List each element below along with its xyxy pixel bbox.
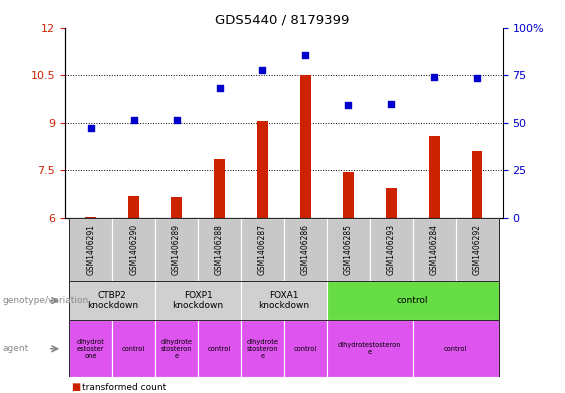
Bar: [412, 320, 498, 377]
Text: GDS5440 / 8179399: GDS5440 / 8179399: [215, 14, 350, 27]
Text: genotype/variation: genotype/variation: [3, 296, 89, 305]
Text: GSM1406286: GSM1406286: [301, 224, 310, 275]
Bar: [155, 281, 241, 320]
Bar: [112, 218, 155, 281]
Bar: [69, 320, 112, 377]
Point: [386, 101, 396, 107]
Text: GSM1406287: GSM1406287: [258, 224, 267, 275]
Bar: [300, 75, 311, 218]
Text: control: control: [208, 346, 231, 352]
Bar: [284, 320, 327, 377]
Text: GSM1406293: GSM1406293: [386, 224, 396, 275]
Text: CTBP2
knockdown: CTBP2 knockdown: [86, 291, 138, 310]
Text: dihydrote
stosteron
e: dihydrote stosteron e: [246, 339, 279, 359]
Text: dihydrotestosteron
e: dihydrotestosteron e: [338, 342, 402, 355]
Bar: [155, 218, 198, 281]
Text: GSM1406291: GSM1406291: [86, 224, 95, 275]
Text: GSM1406288: GSM1406288: [215, 224, 224, 275]
Point: [172, 116, 181, 123]
Bar: [85, 217, 96, 218]
Text: ■: ■: [71, 382, 80, 392]
Bar: [241, 320, 284, 377]
Point: [129, 116, 138, 123]
Bar: [241, 218, 284, 281]
Text: agent: agent: [3, 344, 29, 353]
Text: GSM1406284: GSM1406284: [429, 224, 438, 275]
Text: transformed count: transformed count: [82, 383, 166, 391]
Point: [344, 102, 353, 108]
Text: GSM1406289: GSM1406289: [172, 224, 181, 275]
Bar: [198, 320, 241, 377]
Bar: [198, 218, 241, 281]
Point: [258, 67, 267, 73]
Bar: [214, 159, 225, 218]
Text: FOXP1
knockdown: FOXP1 knockdown: [172, 291, 224, 310]
Bar: [472, 151, 483, 218]
Bar: [370, 218, 412, 281]
Bar: [412, 218, 455, 281]
Bar: [327, 281, 498, 320]
Bar: [386, 188, 397, 218]
Bar: [343, 172, 354, 218]
Text: control: control: [444, 346, 467, 352]
Text: FOXA1
knockdown: FOXA1 knockdown: [258, 291, 310, 310]
Bar: [128, 196, 139, 218]
Text: dihydrote
stosteron
e: dihydrote stosteron e: [160, 339, 193, 359]
Text: control: control: [397, 296, 428, 305]
Bar: [69, 218, 112, 281]
Text: control: control: [294, 346, 317, 352]
Bar: [455, 218, 498, 281]
Bar: [171, 197, 182, 218]
Text: GSM1406285: GSM1406285: [344, 224, 353, 275]
Point: [86, 125, 95, 131]
Point: [215, 85, 224, 91]
Text: control: control: [122, 346, 145, 352]
Point: [301, 51, 310, 58]
Bar: [284, 218, 327, 281]
Point: [472, 75, 481, 81]
Bar: [429, 136, 440, 218]
Bar: [155, 320, 198, 377]
Bar: [327, 320, 412, 377]
Bar: [241, 281, 327, 320]
Bar: [257, 121, 268, 218]
Point: [429, 73, 438, 80]
Bar: [69, 281, 155, 320]
Text: dihydrot
estoster
one: dihydrot estoster one: [77, 339, 105, 359]
Bar: [112, 320, 155, 377]
Text: GSM1406292: GSM1406292: [472, 224, 481, 275]
Text: GSM1406290: GSM1406290: [129, 224, 138, 275]
Bar: [327, 218, 370, 281]
